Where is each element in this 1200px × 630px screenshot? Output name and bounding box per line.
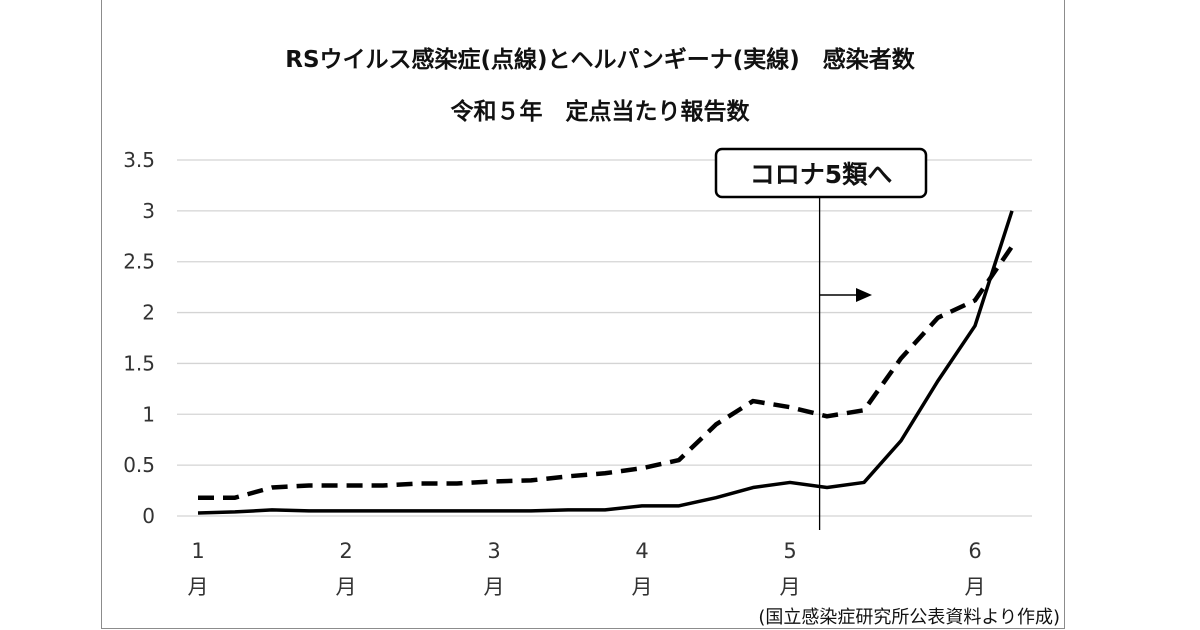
- annotation-arrow-head: [856, 288, 872, 302]
- y-axis-ticks: 0 0.5 1 1.5 2 2.5 3 3.5: [123, 148, 155, 528]
- series-line-rsvirus: [198, 245, 1014, 500]
- y-tick-label: 3: [142, 199, 155, 223]
- x-tick-label: 2: [339, 539, 352, 563]
- annotation-label: コロナ5類へ: [750, 160, 892, 189]
- series-line-herpangina: [197, 210, 1014, 515]
- x-tick-label: 5: [783, 539, 796, 563]
- x-tick-label: 1: [191, 539, 204, 563]
- x-tick-unit: 月: [336, 575, 357, 599]
- y-tick-label: 0: [142, 504, 155, 528]
- chart-frame: [101, 0, 1065, 629]
- x-axis-ticks: 1 月 2 月 3 月 4 月 5 月 6 月: [188, 539, 986, 599]
- x-tick-label: 6: [968, 539, 981, 563]
- y-tick-label: 2: [142, 301, 155, 325]
- y-tick-label: 1.5: [123, 351, 155, 375]
- series-group: [197, 210, 1014, 515]
- x-tick-unit: 月: [965, 575, 986, 599]
- x-tick-unit: 月: [188, 575, 209, 599]
- grid-lines: [177, 159, 1032, 517]
- y-tick-label: 1: [142, 402, 155, 426]
- x-tick-label: 4: [635, 539, 648, 563]
- x-tick-unit: 月: [632, 575, 653, 599]
- x-tick-label: 3: [487, 539, 500, 563]
- y-tick-label: 0.5: [123, 453, 155, 477]
- annotation-box: [714, 147, 928, 199]
- x-tick-unit: 月: [780, 575, 801, 599]
- annotation-group: コロナ5類へ: [714, 147, 928, 530]
- y-tick-label: 2.5: [123, 250, 155, 274]
- y-tick-label: 3.5: [123, 148, 155, 172]
- source-note: (国立感染症研究所公表資料より作成): [758, 607, 1060, 628]
- chart-subtitle: 令和５年 定点当たり報告数: [450, 99, 750, 125]
- x-tick-unit: 月: [484, 575, 505, 599]
- chart-title: RSウイルス感染症(点線)とヘルパンギーナ(実線) 感染者数: [285, 47, 915, 73]
